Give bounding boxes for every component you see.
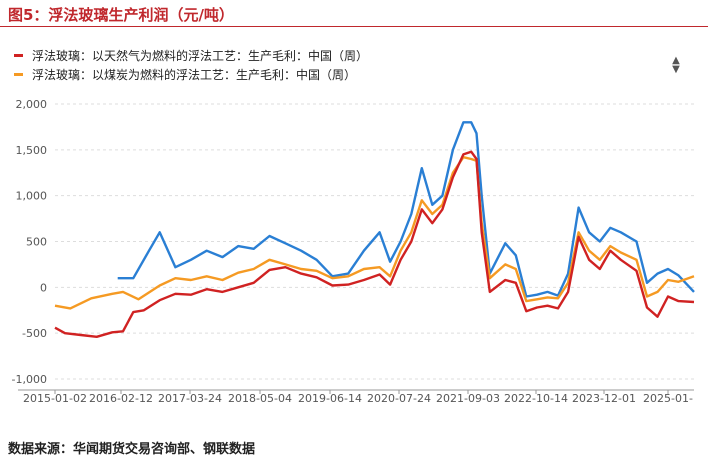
y-tick-label: 1,000	[16, 190, 48, 203]
x-tick-label: 2019-06-14	[298, 392, 362, 405]
x-tick-label: 2021-09-03	[436, 392, 500, 405]
chart-legend: 浮法玻璃：以天然气为燃料的浮法工艺：生产毛利：中国（周） 浮法玻璃：以煤炭为燃料…	[14, 46, 368, 84]
x-tick-label: 2025-01-	[643, 392, 693, 405]
y-tick-label: 500	[26, 236, 47, 249]
legend-label-gas: 浮法玻璃：以天然气为燃料的浮法工艺：生产毛利：中国（周）	[32, 49, 369, 63]
legend-swatch-gas	[14, 54, 23, 57]
legend-label-coal: 浮法玻璃：以煤炭为燃料的浮法工艺：生产毛利：中国（周）	[32, 68, 357, 82]
data-source: 数据来源：华闻期货交易咨询部、钢联数据	[8, 442, 256, 457]
y-tick-label: -1,000	[12, 373, 47, 386]
x-tick-label: 2017-03-24	[158, 392, 222, 405]
y-tick-label: 1,500	[16, 144, 48, 157]
x-tick-label: 2022-10-14	[504, 392, 568, 405]
series-line-blue	[117, 121, 695, 298]
legend-item-coal[interactable]: 浮法玻璃：以煤炭为燃料的浮法工艺：生产毛利：中国（周）	[14, 65, 368, 84]
y-tick-label: 2,000	[16, 98, 48, 111]
y-tick-label: 0	[40, 281, 47, 294]
legend-menu-icon[interactable]: ▲ ▼	[672, 55, 680, 75]
x-tick-label: 2020-07-24	[367, 392, 431, 405]
x-tick-label: 2018-05-04	[228, 392, 292, 405]
title-divider	[0, 26, 708, 27]
series-line-gas	[54, 150, 695, 338]
y-tick-label: -500	[22, 327, 47, 340]
series-line-coal	[54, 156, 695, 310]
x-tick-label: 2023-12-01	[572, 392, 636, 405]
legend-swatch-coal	[14, 73, 23, 76]
x-tick-label: 2015-01-02	[23, 392, 87, 405]
legend-item-gas[interactable]: 浮法玻璃：以天然气为燃料的浮法工艺：生产毛利：中国（周）	[14, 46, 368, 65]
x-tick-label: 2016-02-12	[89, 392, 153, 405]
chart-title: 图5：浮法玻璃生产利润（元/吨）	[8, 6, 234, 24]
